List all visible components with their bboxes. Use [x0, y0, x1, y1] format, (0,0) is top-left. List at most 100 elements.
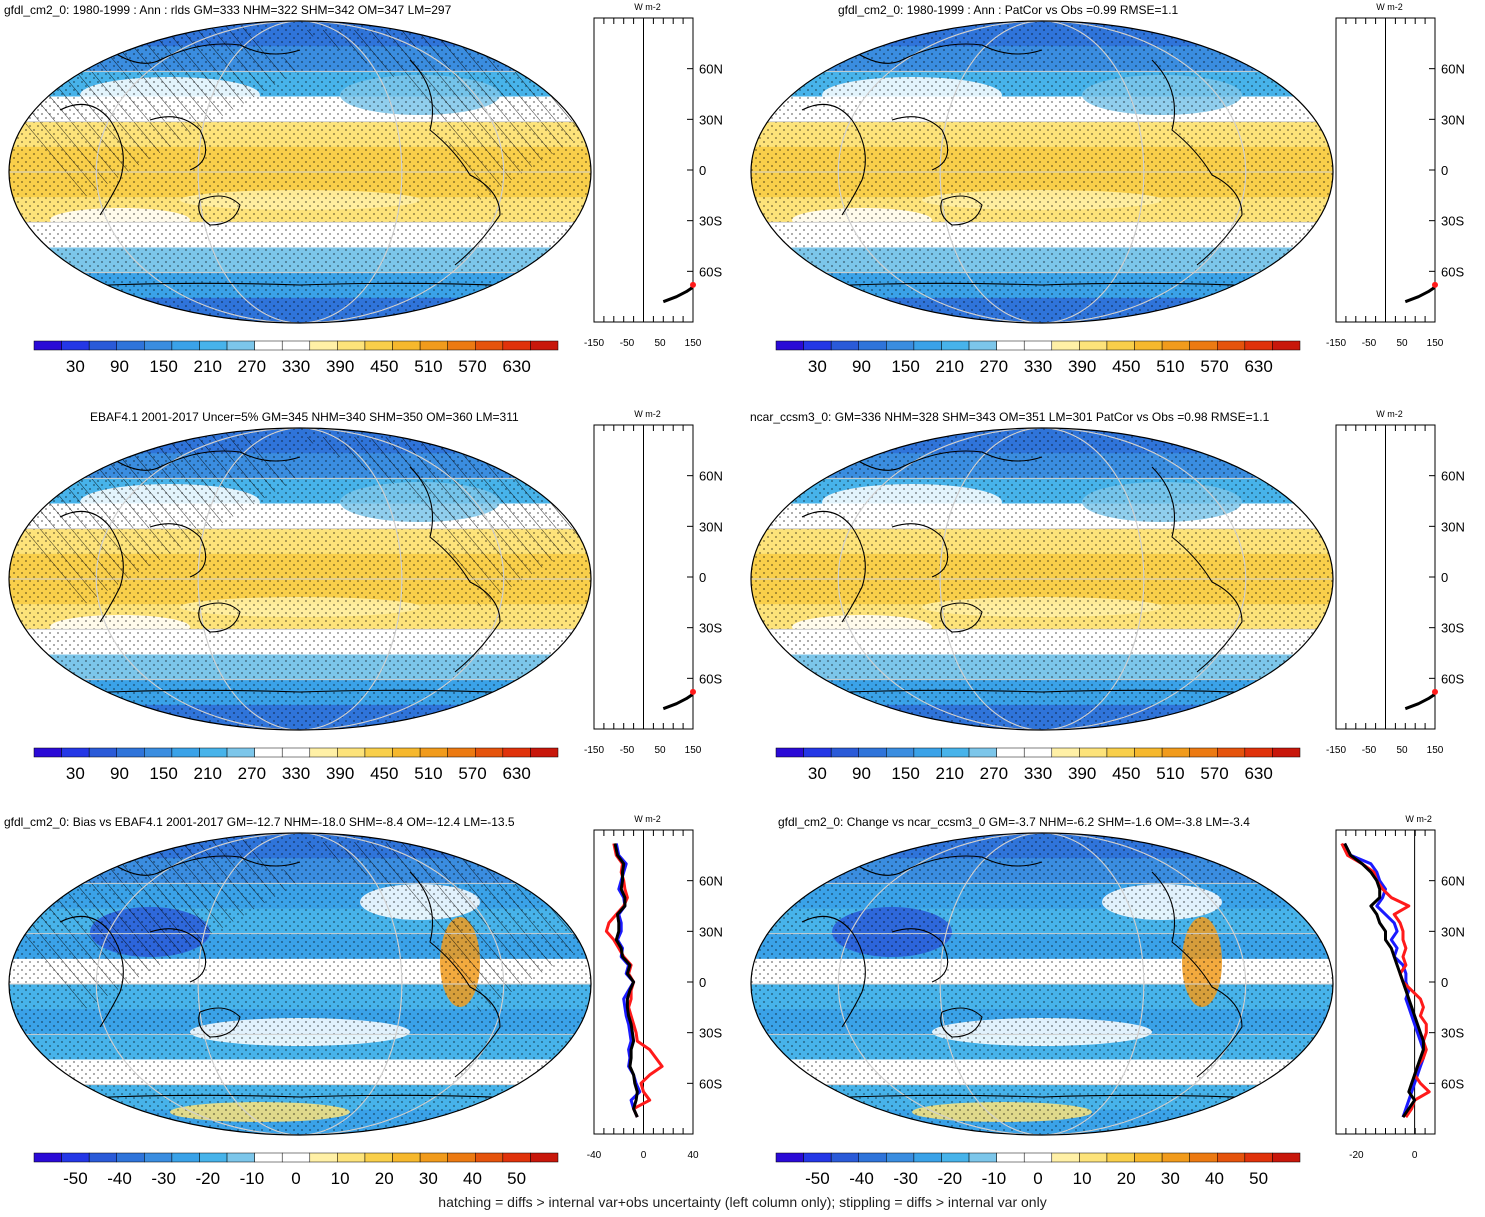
profile-end-marker [690, 689, 696, 695]
colorbar-cell [199, 1153, 227, 1162]
panel-figure: 30 90 150 210 270 330 390 450 510 570 630 -150 -50 50… [742, 0, 1484, 405]
colorbar-cell [1217, 1153, 1245, 1162]
profile-ylabel: 60S [699, 671, 722, 686]
profile-series-line [1405, 285, 1435, 302]
colorbar-label: 90 [110, 764, 129, 783]
profile-ylabel: 0 [1441, 975, 1448, 990]
colorbar-cell [804, 341, 832, 350]
colorbar-cell [34, 1153, 62, 1162]
colorbar-cell [1162, 341, 1190, 350]
colorbar-cell [337, 341, 365, 350]
colorbar-label: -40 [849, 1169, 874, 1188]
profile-end-marker [1432, 282, 1438, 288]
colorbar-cell [1024, 341, 1052, 350]
colorbar-cell [62, 748, 90, 757]
colorbar-cell [420, 1153, 448, 1162]
colorbar-cell [1245, 341, 1273, 350]
colorbar-label: 510 [414, 764, 442, 783]
zonal-profile: -150 -50 50 150 W m-2 60N 30N 0 30S 60S [1326, 409, 1465, 756]
colorbar-cell [1079, 748, 1107, 757]
colorbar-cell [997, 341, 1025, 350]
colorbar-cell [941, 1153, 969, 1162]
colorbar-label: -20 [937, 1169, 962, 1188]
colorbar-cell [337, 1153, 365, 1162]
colorbar-cell [1135, 341, 1163, 350]
profile-ylabel: 30N [1441, 519, 1465, 534]
colorbar-cell [997, 748, 1025, 757]
colorbar-label: 150 [891, 357, 919, 376]
colorbar-cell [199, 341, 227, 350]
colorbar-cell [89, 341, 117, 350]
colorbar-cell [859, 748, 887, 757]
panel-figure: -50 -40 -30 -20 -10 0 10 20 30 40 50-20 0W m-260N30… [742, 812, 1484, 1217]
colorbar-label: 20 [1117, 1169, 1136, 1188]
colorbar-label: 90 [852, 764, 871, 783]
colorbar-label: 390 [1068, 764, 1096, 783]
colorbar-label: 90 [852, 357, 871, 376]
colorbar-cell [503, 341, 531, 350]
profile-unit-label: W m-2 [634, 814, 661, 824]
colorbar-cell [365, 748, 393, 757]
profile-series-line [1405, 692, 1435, 709]
colorbar-cell [1135, 1153, 1163, 1162]
colorbar-cell [804, 1153, 832, 1162]
profile-xtick-label: -150 [1326, 745, 1346, 756]
colorbar-cell [393, 341, 421, 350]
colorbar-cell [227, 341, 255, 350]
colorbar-cell [1245, 1153, 1273, 1162]
profile-ylabel: 30S [699, 1026, 722, 1041]
colorbar-label: -20 [195, 1169, 220, 1188]
colorbar-label: 390 [326, 764, 354, 783]
zonal-profile: -150 -50 50 150 W m-2 60N 30N 0 30S 60S [584, 409, 723, 756]
colorbar-cell [337, 748, 365, 757]
colorbar-cell [969, 748, 997, 757]
profile-ylabel: 0 [699, 163, 706, 178]
colorbar-label: 150 [149, 357, 177, 376]
colorbar-cell [1052, 341, 1080, 350]
colorbar-cell [1162, 748, 1190, 757]
panel-6: gfdl_cm2_0: Change vs ncar_ccsm3_0 GM=-3… [742, 812, 1484, 1217]
colorbar-cell [117, 341, 145, 350]
colorbar-cell [804, 748, 832, 757]
colorbar-cell [448, 1153, 476, 1162]
profile-ylabel: 30S [1441, 214, 1464, 229]
colorbar-label: 30 [808, 764, 827, 783]
colorbar-cell [144, 341, 172, 350]
zonal-profile: -150 -50 50 150 W m-2 60N 30N 0 30S 60S [1326, 2, 1465, 349]
profile-xtick-label: 150 [685, 745, 702, 756]
colorbar-cell [886, 1153, 914, 1162]
profile-ylabel: 60S [1441, 264, 1464, 279]
profile-xtick-label: -50 [1362, 338, 1377, 349]
profile-xtick-label: -40 [587, 1150, 602, 1161]
profile-end-marker [1432, 689, 1438, 695]
colorbar-label: 330 [1024, 357, 1052, 376]
colorbar-cell [420, 748, 448, 757]
colorbar-cell [420, 341, 448, 350]
profile-ylabel: 30N [1441, 112, 1465, 127]
colorbar: 30 90 150 210 270 330 390 450 510 570 630 [776, 341, 1300, 376]
colorbar: 30 90 150 210 270 330 390 450 510 570 630 [34, 341, 558, 376]
colorbar-cell [255, 748, 283, 757]
stippling [742, 407, 1342, 747]
profile-ylabel: 30N [699, 519, 723, 534]
colorbar-cell [1217, 748, 1245, 757]
colorbar-label: 630 [502, 357, 530, 376]
map-field [0, 407, 600, 747]
colorbar-cell [255, 1153, 283, 1162]
zonal-profile: -40 0 40W m-260N30N030S60S [587, 814, 723, 1161]
profile-xtick-label: 40 [687, 1150, 699, 1161]
colorbar-cell [1079, 341, 1107, 350]
profile-ylabel: 0 [1441, 570, 1448, 585]
profile-xtick-label: 150 [1427, 338, 1444, 349]
colorbar-cell [831, 341, 859, 350]
profile-ylabel: 30S [699, 214, 722, 229]
colorbar-label: 270 [980, 357, 1008, 376]
colorbar: -50 -40 -30 -20 -10 0 10 20 30 40 50 [776, 1153, 1300, 1188]
colorbar-cell [969, 1153, 997, 1162]
colorbar-cell [448, 341, 476, 350]
profile-ylabel: 0 [699, 975, 706, 990]
colorbar-cell [831, 748, 859, 757]
profile-xtick-label: -50 [620, 745, 635, 756]
colorbar-label: 30 [419, 1169, 438, 1188]
profile-unit-label: W m-2 [1376, 2, 1403, 12]
